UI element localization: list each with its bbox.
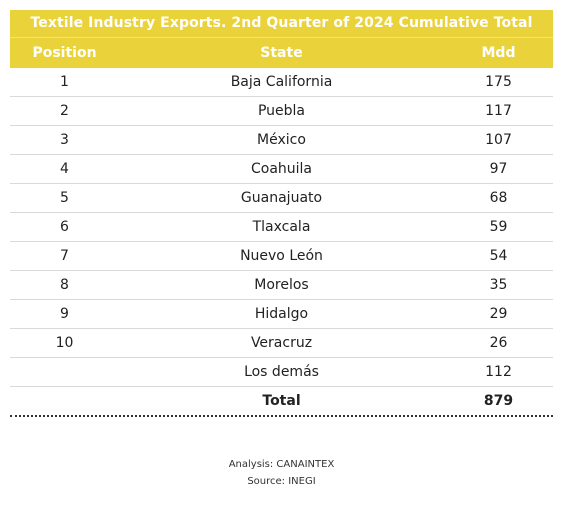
state-cell: Morelos xyxy=(254,277,309,293)
mdd-cell: 29 xyxy=(489,306,508,322)
header-position: Position xyxy=(32,45,97,61)
table-row: 3 México 107 xyxy=(10,126,553,155)
position-cell: 7 xyxy=(60,248,69,264)
position-cell: 4 xyxy=(60,161,69,177)
state-cell: Baja California xyxy=(230,74,333,90)
table-row: 8 Morelos 35 xyxy=(10,271,553,300)
state-cell: Hidalgo xyxy=(254,306,309,322)
position-cell: 5 xyxy=(60,190,69,206)
total-label: Total xyxy=(262,393,301,409)
state-cell: Guanajuato xyxy=(240,190,323,206)
state-cell: Tlaxcala xyxy=(252,219,311,235)
position-cell: 9 xyxy=(60,306,69,322)
position-cell: 8 xyxy=(60,277,69,293)
position-cell: 10 xyxy=(55,335,74,351)
mdd-cell: 107 xyxy=(485,132,512,148)
table-row: 4 Coahuila 97 xyxy=(10,155,553,184)
table-row: 6 Tlaxcala 59 xyxy=(10,213,553,242)
mdd-cell: 26 xyxy=(489,335,508,351)
mdd-cell: 117 xyxy=(485,103,512,119)
table-header-row: Position State Mdd xyxy=(10,37,553,68)
mdd-cell: 59 xyxy=(489,219,508,235)
mdd-cell: 112 xyxy=(485,364,512,380)
state-cell: Coahuila xyxy=(250,161,313,177)
table-row: 9 Hidalgo 29 xyxy=(10,300,553,329)
table-row: 5 Guanajuato 68 xyxy=(10,184,553,213)
table-total-row: Total 879 xyxy=(10,387,553,417)
total-position-cell xyxy=(10,387,119,415)
table-row: Los demás 112 xyxy=(10,358,553,387)
state-cell: México xyxy=(257,132,306,148)
table-title: Textile Industry Exports. 2nd Quarter of… xyxy=(10,10,553,37)
mdd-cell: 35 xyxy=(489,277,508,293)
position-cell: 6 xyxy=(60,219,69,235)
state-cell: Nuevo León xyxy=(240,248,323,264)
mdd-cell: 54 xyxy=(489,248,508,264)
total-value: 879 xyxy=(483,393,514,409)
table-body: 1 Baja California 175 2 Puebla 117 3 México 107 4… xyxy=(10,68,553,387)
position-cell: 2 xyxy=(60,103,69,119)
header-mdd: Mdd xyxy=(481,45,516,61)
position-cell: 1 xyxy=(60,74,69,90)
mdd-cell: 68 xyxy=(489,190,508,206)
table-row: 10 Veracruz 26 xyxy=(10,329,553,358)
analysis-credit: Analysis: CANAINTEX xyxy=(228,459,335,470)
exports-table: Textile Industry Exports. 2nd Quarter of… xyxy=(10,10,553,417)
table-row: 1 Baja California 175 xyxy=(10,68,553,97)
mdd-cell: 97 xyxy=(489,161,508,177)
table-row: 7 Nuevo León 54 xyxy=(10,242,553,271)
header-state: State xyxy=(260,45,303,61)
table-row: 2 Puebla 117 xyxy=(10,97,553,126)
state-cell: Puebla xyxy=(257,103,306,119)
mdd-cell: 175 xyxy=(485,74,512,90)
position-cell xyxy=(10,358,119,386)
source-credit: Source: INEGI xyxy=(247,476,316,487)
position-cell: 3 xyxy=(60,132,69,148)
state-cell: Veracruz xyxy=(250,335,313,351)
state-cell: Los demás xyxy=(244,364,319,380)
